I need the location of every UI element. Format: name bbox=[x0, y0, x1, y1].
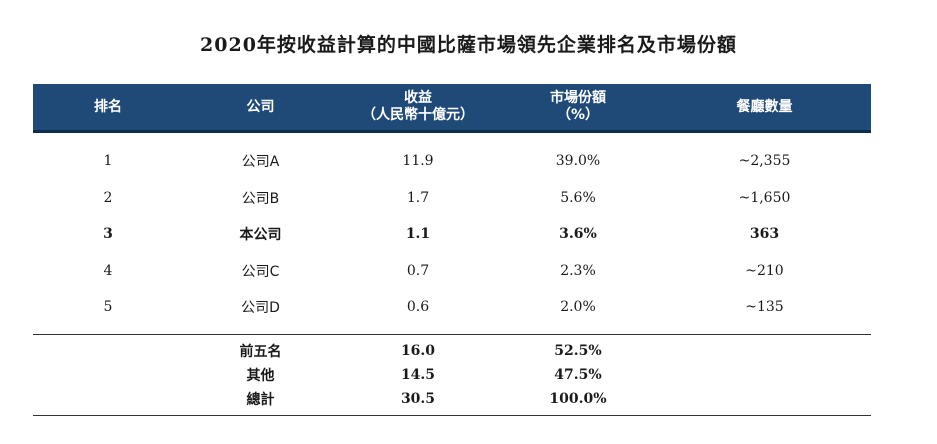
share-cell: 52.5% bbox=[554, 342, 602, 359]
header-company-label: 公司 bbox=[246, 98, 275, 115]
revenue-cell: 0.7 bbox=[406, 262, 430, 279]
table-title: 2020年按收益計算的中國比薩市場領先企業排名及市場份額 bbox=[200, 34, 737, 56]
rank-cell: 1 bbox=[103, 153, 113, 170]
header-revenue-label: 收益 bbox=[404, 90, 432, 106]
ranking-table: 排名 公司 收益 （人民幣十億元） 市場份額 （%） 餐廳數量 1 公司A 11… bbox=[33, 84, 871, 416]
revenue-cell: 1.1 bbox=[405, 226, 431, 243]
rank-cell: 5 bbox=[103, 299, 113, 316]
restaurant-count-cell: ~2,355 bbox=[738, 153, 791, 170]
header-rank: 排名 bbox=[33, 84, 183, 130]
company-cell: 公司B bbox=[241, 190, 280, 207]
summary-row: 總計 30.5 100.0% bbox=[33, 387, 871, 411]
header-share-unit: （%） bbox=[556, 107, 600, 123]
company-cell: 公司C bbox=[241, 263, 280, 280]
bottom-divider bbox=[33, 414, 871, 416]
table-row: 5 公司D 0.6 2.0% ~135 bbox=[33, 289, 871, 326]
header-restaurant-count: 餐廳數量 bbox=[658, 84, 871, 130]
table-row: 4 公司C 0.7 2.3% ~210 bbox=[33, 253, 871, 290]
table-row: 2 公司B 1.7 5.6% ~1,650 bbox=[33, 180, 871, 217]
table-row-highlighted: 3 本公司 1.1 3.6% 363 bbox=[33, 216, 871, 253]
rank-cell: 2 bbox=[103, 189, 113, 206]
company-cell: 公司D bbox=[241, 300, 280, 317]
header-share-label: 市場份額 bbox=[550, 90, 606, 106]
share-cell: 100.0% bbox=[549, 390, 607, 407]
restaurant-count-cell: ~1,650 bbox=[738, 189, 791, 206]
revenue-cell: 30.5 bbox=[400, 390, 436, 407]
header-rank-label: 排名 bbox=[94, 98, 122, 115]
revenue-cell: 1.7 bbox=[406, 189, 430, 206]
header-revenue: 收益 （人民幣十億元） bbox=[338, 84, 498, 130]
summary-label: 其他 bbox=[246, 367, 275, 384]
header-revenue-unit: （人民幣十億元） bbox=[362, 107, 474, 123]
header-company: 公司 bbox=[183, 84, 338, 130]
summary-label: 總計 bbox=[246, 391, 275, 408]
table-body: 1 公司A 11.9 39.0% ~2,355 2 公司B 1.7 5.6% ~… bbox=[33, 133, 871, 326]
table-header: 排名 公司 收益 （人民幣十億元） 市場份額 （%） 餐廳數量 bbox=[33, 84, 871, 133]
table-row: 1 公司A 11.9 39.0% ~2,355 bbox=[33, 143, 871, 180]
share-cell: 3.6% bbox=[559, 226, 597, 243]
share-cell: 2.3% bbox=[560, 262, 596, 279]
header-count-label: 餐廳數量 bbox=[736, 98, 793, 115]
summary-section: 前五名 16.0 52.5% 其他 14.5 47.5% 總計 30.5 100… bbox=[33, 335, 871, 411]
summary-divider bbox=[33, 333, 871, 335]
restaurant-count-cell: ~135 bbox=[745, 299, 784, 316]
restaurant-count-cell: ~210 bbox=[745, 262, 784, 279]
share-cell: 5.6% bbox=[560, 189, 596, 206]
share-cell: 2.0% bbox=[560, 299, 596, 316]
rank-cell: 3 bbox=[103, 226, 113, 243]
summary-row: 前五名 16.0 52.5% bbox=[33, 339, 871, 363]
summary-row: 其他 14.5 47.5% bbox=[33, 363, 871, 387]
share-cell: 47.5% bbox=[554, 366, 602, 383]
revenue-cell: 14.5 bbox=[400, 366, 436, 383]
revenue-cell: 0.6 bbox=[406, 299, 430, 316]
summary-label: 前五名 bbox=[239, 343, 282, 360]
revenue-cell: 11.9 bbox=[402, 153, 434, 170]
rank-cell: 4 bbox=[103, 262, 113, 279]
revenue-cell: 16.0 bbox=[400, 342, 436, 359]
company-cell: 公司A bbox=[241, 154, 280, 171]
company-cell: 本公司 bbox=[239, 227, 282, 244]
restaurant-count-cell: 363 bbox=[749, 226, 780, 243]
header-share: 市場份額 （%） bbox=[498, 84, 658, 130]
share-cell: 39.0% bbox=[555, 153, 601, 170]
